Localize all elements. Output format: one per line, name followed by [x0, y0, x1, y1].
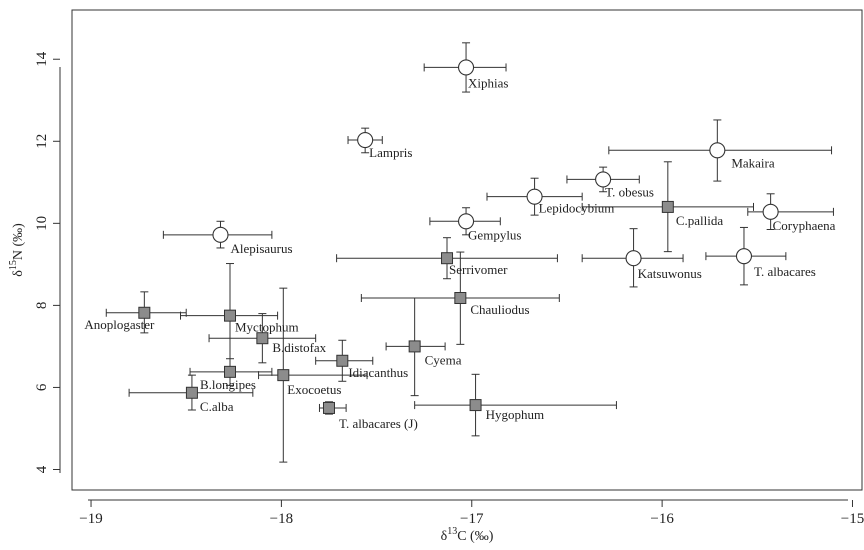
y-axis-ticks: 4 6 8 10 12 14 [34, 51, 60, 473]
point-label: B.longipes [200, 377, 256, 392]
data-point-filled-square [336, 354, 349, 367]
x-axis-title-main: δ [441, 529, 448, 544]
data-point-open-circle [357, 132, 374, 149]
data-point-filled-square [224, 365, 236, 378]
data-point-filled-square [408, 340, 421, 353]
data-point-filled-square [138, 306, 151, 319]
point-label: T. albacares [754, 264, 816, 279]
x-axis-title: δ13C (‰) [441, 526, 494, 544]
data-point-filled-square [277, 369, 290, 382]
y-tick-label: 12 [34, 134, 50, 149]
data-point-open-circle [625, 250, 642, 267]
point-label: B.distofax [272, 340, 326, 355]
y-tick-label: 4 [34, 465, 50, 473]
point-label: Katsuwonus [638, 266, 702, 281]
point-label: Exocoetus [287, 382, 341, 397]
point-label: Xiphias [468, 75, 508, 90]
data-point-filled-square [256, 332, 269, 345]
point-label: Chauliodus [470, 302, 529, 317]
data-point-filled-square [661, 200, 674, 213]
data-point-open-circle [457, 59, 475, 76]
data-markers [138, 59, 779, 414]
point-labels: Xiphias Lampris Makaira T. obesus Lepidocybi… [84, 75, 835, 431]
y-axis-title: δ15N (‰) [8, 223, 26, 277]
point-label: Alepisaurus [230, 241, 292, 256]
data-point-filled-square [469, 399, 482, 412]
point-label: Gempylus [468, 227, 521, 242]
data-point-open-circle [457, 213, 475, 230]
data-point-open-circle [709, 142, 726, 159]
data-point-filled-square [224, 309, 236, 322]
point-label: Makaira [731, 155, 775, 170]
y-tick-label: 10 [34, 216, 50, 231]
x-tick-label: −15 [841, 511, 864, 527]
y-axis-title-main: δ [11, 270, 26, 277]
data-point-filled-square [441, 252, 454, 265]
point-label: C.alba [200, 399, 234, 414]
y-tick-label: 8 [34, 302, 50, 310]
data-point-open-circle [735, 248, 753, 265]
point-label: Coryphaena [773, 218, 836, 233]
y-tick-label: 14 [34, 51, 50, 67]
x-axis-title-sup: 13 [447, 526, 457, 537]
point-label: Myctophum [235, 320, 299, 335]
x-tick-label: −17 [460, 511, 484, 527]
point-label: Cyema [425, 352, 462, 367]
data-point-open-circle [762, 203, 779, 220]
point-label: Lepidocybium [539, 201, 615, 216]
x-axis-title-rest: C (‰) [457, 529, 494, 544]
point-label: Idiacanthus [348, 365, 408, 380]
point-label: T. obesus [605, 184, 654, 199]
point-label: T. albacares (J) [339, 416, 418, 431]
data-point-filled-square [454, 292, 467, 304]
x-tick-label: −18 [270, 511, 293, 527]
y-axis-title-sup: 15 [8, 260, 19, 270]
point-label: Anoplogaster [84, 317, 155, 332]
x-tick-label: −19 [79, 511, 102, 527]
point-label: Serrivomer [449, 262, 508, 277]
point-label: C.pallida [676, 213, 724, 228]
point-label: Lampris [369, 145, 412, 160]
point-label: Hygophum [486, 407, 545, 422]
data-point-open-circle [595, 171, 612, 188]
data-point-open-circle [526, 188, 543, 205]
data-point-open-circle [212, 226, 229, 243]
data-point-filled-square [185, 386, 198, 399]
y-tick-label: 6 [34, 383, 50, 391]
y-axis-title-rest: N (‰) [11, 223, 26, 260]
x-tick-label: −16 [650, 511, 674, 527]
data-point-filled-square [322, 401, 335, 414]
x-axis-ticks: −19 −18 −17 −16 −15 [79, 500, 864, 527]
plot-frame [71, 9, 863, 491]
